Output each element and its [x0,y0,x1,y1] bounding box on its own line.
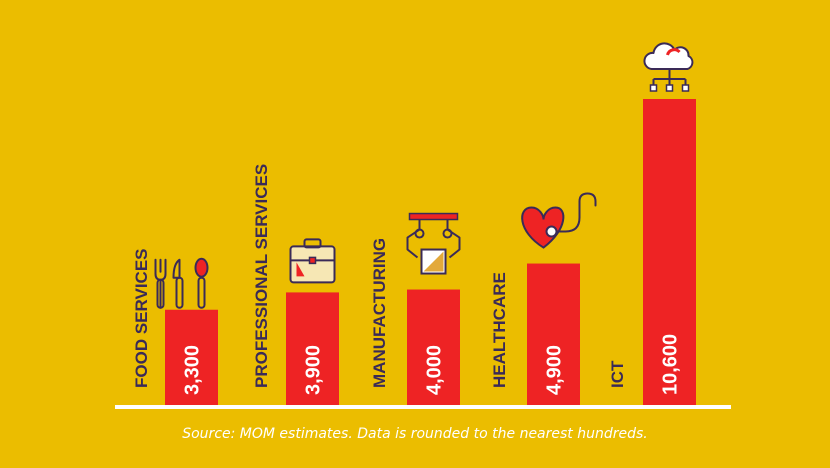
category-label: HEALTHCARE [490,272,509,388]
category-label: FOOD SERVICES [132,249,151,389]
bar-value-label: 3,300 [182,345,204,395]
bar-group: 3,300 FOOD SERVICES 3,900 PROFESSIONAL SERV… [132,42,696,405]
bar-value-label: 10,600 [660,334,682,395]
bar-value-label: 4,000 [424,345,446,395]
bar [286,292,339,405]
stethoscope-heart-icon [521,192,597,249]
robotic-arm-icon [406,212,461,275]
category-label: PROFESSIONAL SERVICES [252,164,271,388]
cloud-network-icon [643,42,694,92]
bar-value-label: 3,900 [303,345,325,395]
bar [643,99,696,405]
bar [527,263,580,405]
x-axis-baseline [115,405,731,409]
cutlery-icon [154,257,209,309]
category-label: MANUFACTURING [370,238,389,388]
category-label: ICT [608,360,627,388]
bar-value-label: 4,900 [544,345,566,395]
bar [165,309,218,405]
briefcase-icon [289,238,336,284]
source-note: Source: MOM estimates. Data is rounded t… [182,426,648,442]
bar [407,289,460,405]
